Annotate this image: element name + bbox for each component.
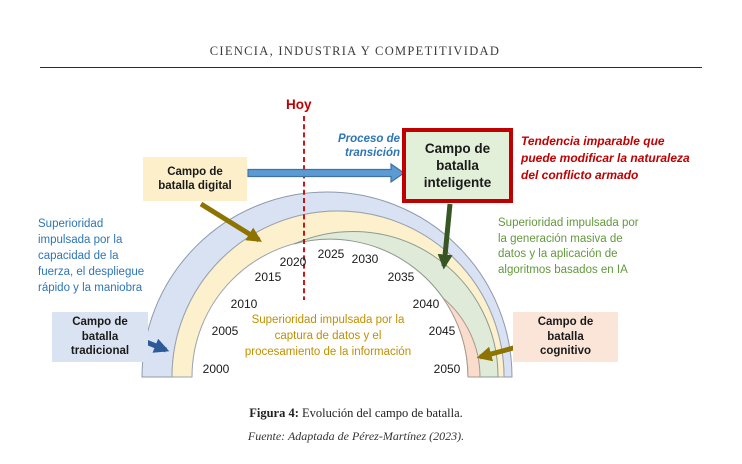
year-tick: 2040 [413,297,440,311]
digital-box-arrow [199,201,262,243]
traditional-box-arrow [145,338,170,353]
transition-process-label: Proceso de transición [338,133,400,159]
year-tick: 2020 [280,255,307,269]
battlefield-evolution-diagram: 2000 2005 2010 2015 2020 2025 2030 2035 … [0,80,742,400]
cognitive-box-arrow [476,344,518,362]
year-tick: 2015 [255,270,282,284]
figure-source: Fuente: Adaptada de Pérez-Martínez (2023… [247,429,465,443]
figure-caption-label: Figura 4: [249,406,299,420]
year-tick: 2045 [429,324,456,338]
figure-caption-text: Evolución del campo de batalla. [298,406,463,420]
year-tick: 2035 [388,270,415,284]
intelligent-battlefield-box: Campo de batalla inteligente [402,128,513,203]
year-tick: 2030 [352,252,379,266]
intelligent-superiority-annotation: Superioridad impulsada por la generación… [498,217,639,276]
intelligent-box-arrow [437,203,453,270]
figure-caption: Figura 4: Evolución del campo de batalla… [0,406,712,421]
traditional-superiority-annotation: Superioridad impulsada por la capacidad … [38,218,145,294]
year-tick: 2025 [318,247,345,261]
traditional-battlefield-box: Campo de batalla tradicional [52,312,148,362]
unstoppable-trend-annotation: Tendencia imparable que puede modificar … [521,134,690,182]
year-tick: 2050 [434,362,461,376]
transition-arrow [247,162,406,184]
header-divider [40,67,702,68]
digital-superiority-annotation: Superioridad impulsada por la captura de… [244,314,412,358]
page-header: CIENCIA, INDUSTRIA Y COMPETITIVIDAD [209,44,501,58]
band-cognitive-battlefield [442,297,481,378]
digital-battlefield-box: Campo de batalla digital [143,157,247,201]
year-tick: 2005 [212,324,239,338]
year-tick: 2000 [203,362,230,376]
year-tick: 2010 [231,297,258,311]
cognitive-battlefield-box: Campo de batalla cognitivo [513,312,618,362]
today-label: Hoy [286,97,312,112]
